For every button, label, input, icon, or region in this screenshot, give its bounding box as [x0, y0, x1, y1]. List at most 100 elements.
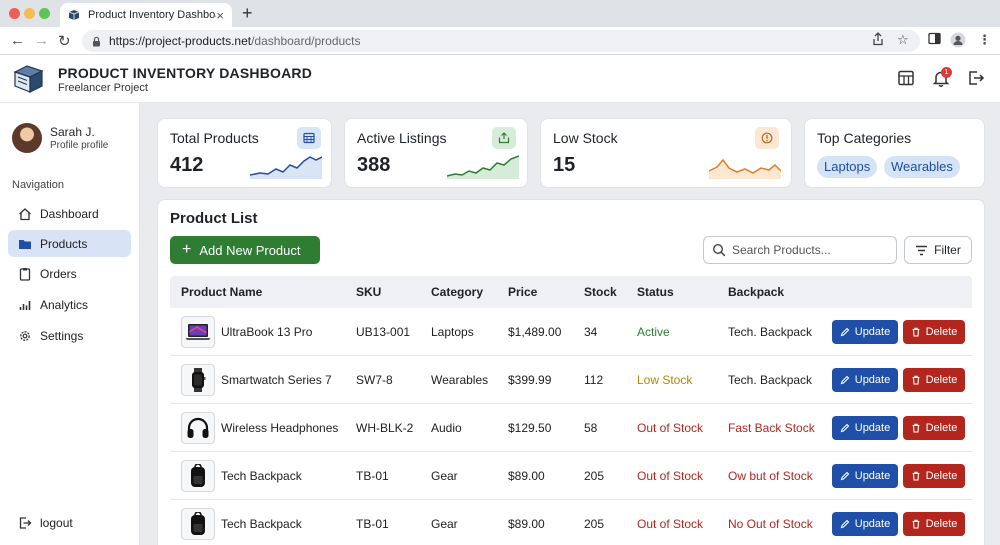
- avatar[interactable]: [12, 123, 42, 153]
- inventory-box-logo-icon: [13, 65, 44, 93]
- update-button[interactable]: Update: [832, 416, 898, 440]
- tab-favicon-icon: [68, 10, 80, 20]
- calendar-grid-icon: [297, 127, 321, 149]
- update-button[interactable]: Update: [832, 464, 898, 488]
- sidebar-item-products[interactable]: Products: [8, 230, 131, 257]
- sidebar-item-dashboard[interactable]: Dashboard: [8, 200, 131, 227]
- product-backpack: Tech. Backpack: [728, 325, 813, 339]
- product-category: Gear: [431, 517, 458, 531]
- product-price: $89.00: [508, 469, 545, 483]
- sidebar-item-label: Analytics: [40, 297, 89, 312]
- sidebar-item-logout[interactable]: logout: [8, 509, 131, 536]
- delete-button[interactable]: Delete: [903, 512, 965, 536]
- sidebar-toggle-icon[interactable]: [928, 32, 941, 45]
- sidebar-item-settings[interactable]: Settings: [8, 322, 131, 349]
- window-minimize-button[interactable]: [24, 8, 35, 19]
- product-price: $399.99: [508, 373, 552, 387]
- update-label: Update: [854, 374, 891, 386]
- plus-icon: +: [182, 241, 192, 258]
- category-chip-laptops[interactable]: Laptops: [817, 156, 878, 178]
- back-icon[interactable]: ←: [10, 32, 25, 49]
- card-value: 412: [170, 154, 204, 176]
- product-stock: 112: [584, 373, 604, 387]
- product-backpack: Ow but of Stock: [728, 469, 813, 483]
- tab-title: Product Inventory Dashboard: [88, 9, 216, 21]
- sidebar-item-label: Dashboard: [40, 206, 99, 221]
- user-profile-link[interactable]: Profile profile: [50, 140, 109, 151]
- headphones-icon: [181, 412, 215, 444]
- column-header[interactable]: Status: [637, 285, 674, 299]
- add-new-product-button[interactable]: + Add New Product: [170, 236, 320, 264]
- browser-tab[interactable]: Product Inventory Dashboard ×: [60, 3, 232, 27]
- product-name[interactable]: Tech Backpack: [221, 469, 302, 483]
- sidebar-item-orders[interactable]: Orders: [8, 260, 131, 287]
- browser-menu-icon[interactable]: ⋮: [978, 32, 991, 47]
- address-row: ← → ↻ https://project-products.net/dashb…: [0, 27, 1000, 55]
- bookmark-star-icon[interactable]: ☆: [897, 32, 909, 47]
- column-header[interactable]: Stock: [584, 285, 617, 299]
- profile-icon[interactable]: [950, 32, 966, 48]
- category-chip-wearables[interactable]: Wearables: [884, 156, 960, 178]
- nav-heading: Navigation: [12, 179, 64, 191]
- window-close-button[interactable]: [9, 8, 20, 19]
- delete-button[interactable]: Delete: [903, 368, 965, 392]
- table-row: Wireless Headphones WH-BLK-2 Audio $129.…: [170, 404, 972, 452]
- product-name[interactable]: Wireless Headphones: [221, 421, 339, 435]
- sidebar-item-label: Orders: [40, 266, 77, 281]
- forward-icon[interactable]: →: [34, 32, 49, 49]
- pencil-icon: [840, 519, 850, 529]
- url-bar[interactable]: https://project-products.net/dashboard/p…: [82, 30, 920, 52]
- delete-label: Delete: [925, 374, 958, 386]
- app-header: PRODUCT INVENTORY DASHBOARD Freelancer P…: [0, 55, 1000, 103]
- total-products-sparkline: [250, 156, 322, 179]
- search-box[interactable]: [703, 236, 897, 264]
- window-zoom-button[interactable]: [39, 8, 50, 19]
- delete-label: Delete: [925, 518, 958, 530]
- column-header[interactable]: Price: [508, 285, 538, 299]
- product-name[interactable]: Tech Backpack: [221, 517, 302, 531]
- pencil-icon: [840, 375, 850, 385]
- delete-button[interactable]: Delete: [903, 464, 965, 488]
- app-title: PRODUCT INVENTORY DASHBOARD: [58, 65, 313, 81]
- new-tab-icon[interactable]: +: [242, 3, 253, 23]
- delete-label: Delete: [925, 326, 958, 338]
- update-button[interactable]: Update: [832, 368, 898, 392]
- grid-view-icon[interactable]: [897, 69, 915, 87]
- product-name[interactable]: Smartwatch Series 7: [221, 373, 332, 387]
- product-stock: 58: [584, 421, 598, 435]
- column-header[interactable]: Product Name: [181, 285, 263, 299]
- product-stock: 205: [584, 517, 605, 531]
- tab-close-icon[interactable]: ×: [216, 7, 224, 23]
- delete-button[interactable]: Delete: [903, 320, 965, 344]
- product-price: $1,489.00: [508, 325, 562, 339]
- delete-button[interactable]: Delete: [903, 416, 965, 440]
- update-button[interactable]: Update: [832, 512, 898, 536]
- sidebar: Sarah J. Profile profile Navigation Dash…: [0, 103, 140, 545]
- add-button-label: Add New Product: [199, 242, 301, 258]
- app-subtitle: Freelancer Project: [58, 82, 148, 94]
- sidebar-item-analytics[interactable]: Analytics: [8, 291, 131, 318]
- status-badge: Low Stock: [637, 373, 693, 387]
- update-button[interactable]: Update: [832, 320, 898, 344]
- reload-icon[interactable]: ↻: [58, 33, 71, 50]
- column-header[interactable]: Category: [431, 285, 484, 299]
- filter-button[interactable]: Filter: [904, 236, 972, 264]
- pencil-icon: [840, 471, 850, 481]
- table-row: UltraBook 13 Pro UB13-001 Laptops $1,489…: [170, 308, 972, 356]
- search-input[interactable]: [732, 243, 882, 257]
- search-icon: [712, 243, 726, 257]
- card-total-products: Total Products 412: [157, 118, 332, 188]
- pencil-icon: [840, 423, 850, 433]
- product-name[interactable]: UltraBook 13 Pro: [221, 325, 313, 339]
- card-title: Low Stock: [553, 130, 618, 146]
- product-backpack: Fast Back Stock: [728, 421, 815, 435]
- sign-out-icon[interactable]: [967, 69, 985, 87]
- column-header[interactable]: SKU: [356, 285, 382, 299]
- update-label: Update: [854, 422, 891, 434]
- share-icon[interactable]: [872, 32, 884, 46]
- column-header[interactable]: Backpack: [728, 285, 785, 299]
- filter-icon: [916, 245, 928, 255]
- product-category: Wearables: [431, 373, 489, 387]
- sidebar-item-label: Products: [40, 236, 88, 251]
- url-scheme: https://: [109, 34, 146, 48]
